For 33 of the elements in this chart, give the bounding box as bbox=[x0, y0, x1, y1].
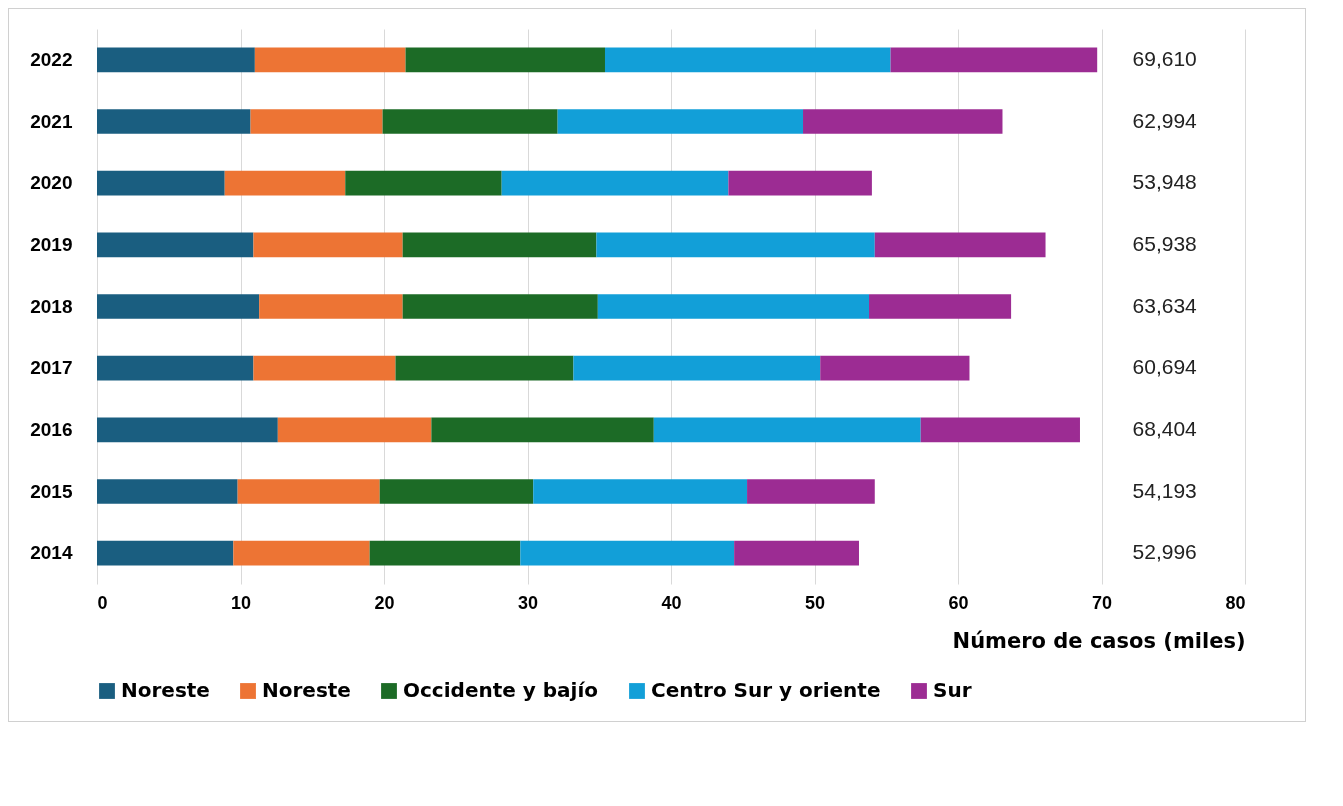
y-tick-label: 2016 bbox=[30, 418, 73, 440]
x-tick-label: 80 bbox=[1225, 592, 1246, 613]
x-tick-label: 30 bbox=[517, 592, 539, 613]
annotation: 53,948 bbox=[1132, 170, 1197, 194]
annotation: 54,193 bbox=[1132, 478, 1197, 502]
annotation: 60,694 bbox=[1132, 355, 1198, 379]
y-tick-label: 2018 bbox=[30, 295, 73, 317]
y-tick-label: 2020 bbox=[30, 172, 73, 194]
y-tick-label: 2021 bbox=[30, 110, 73, 132]
x-tick-label: 10 bbox=[230, 592, 252, 613]
x-tick-label: 20 bbox=[374, 592, 395, 613]
legend-label: Noreste bbox=[262, 678, 351, 702]
y-tick-label: 2015 bbox=[30, 480, 73, 502]
y-tick-label: 2017 bbox=[30, 357, 73, 379]
x-tick-label: 50 bbox=[804, 592, 826, 613]
annotation: 68,404 bbox=[1132, 416, 1198, 440]
y-tick-label: 2019 bbox=[30, 233, 73, 255]
annotation: 63,634 bbox=[1132, 293, 1198, 317]
annotation: 52,996 bbox=[1132, 540, 1197, 564]
annotation: 62,994 bbox=[1132, 108, 1198, 132]
y-tick-label: 2014 bbox=[30, 542, 73, 564]
legend-label: Sur bbox=[933, 678, 972, 702]
legend-label: Noreste bbox=[121, 678, 210, 702]
annotation: 69,610 bbox=[1132, 46, 1197, 70]
legend-label: Centro Sur y oriente bbox=[651, 678, 881, 702]
x-tick-label: 0 bbox=[97, 592, 108, 613]
annotation: 65,938 bbox=[1132, 231, 1197, 255]
x-tick-label: 40 bbox=[661, 592, 682, 613]
x-tick-label: 70 bbox=[1091, 592, 1113, 613]
legend-label: Occidente y bajío bbox=[403, 678, 599, 702]
y-tick-label: 2022 bbox=[30, 48, 73, 70]
x-tick-label: 60 bbox=[948, 592, 969, 613]
x-axis-title: Número de casos (miles) bbox=[952, 628, 1246, 653]
